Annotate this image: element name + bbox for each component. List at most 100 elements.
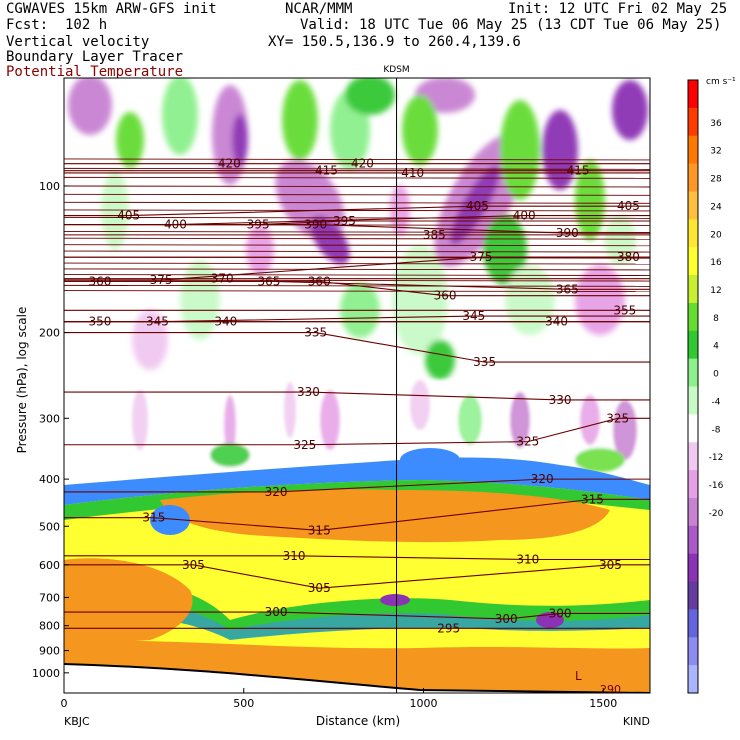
theta-contour-line — [64, 167, 650, 170]
theta-contour-line — [64, 268, 650, 271]
colorbar-swatch — [688, 581, 698, 610]
theta-contour-label: 365 — [556, 282, 579, 296]
theta-contour-label: 320 — [265, 485, 288, 499]
theta-contour-label: 315 — [308, 523, 331, 537]
source-label: NCAR/MMM — [285, 1, 353, 17]
theta-contour-line — [64, 209, 650, 212]
theta-contour-label: 365 — [257, 274, 280, 288]
colorbar-tick-label: -4 — [712, 397, 721, 407]
theta-contour-label: 415 — [315, 164, 338, 178]
theta-contour-line — [64, 290, 650, 293]
model-title: CGWAVES 15km ARW-GFS init — [6, 1, 217, 17]
colorbar-swatch — [688, 163, 698, 192]
colorbar-swatch — [688, 609, 698, 638]
theta-contour-label: 320 — [531, 472, 554, 486]
field-label-vertical-velocity: Vertical velocity — [6, 34, 150, 50]
colorbar-swatch — [688, 191, 698, 220]
right-station-label: KIND — [623, 715, 650, 728]
theta-contour-line — [64, 274, 650, 276]
valid-time: Valid: 18 UTC Tue 06 May 25 (13 CDT Tue … — [300, 17, 722, 33]
colorbar-swatch — [688, 247, 698, 276]
theta-contour-label: 340 — [214, 315, 237, 329]
theta-contour-label: 395 — [333, 214, 356, 228]
theta-contour-line — [64, 250, 650, 253]
y-tick-label: 700 — [39, 591, 60, 604]
theta-contour-line — [64, 478, 650, 493]
theta-contour-label: 410 — [401, 166, 424, 180]
theta-contour-label: 395 — [247, 218, 270, 232]
colorbar-swatch — [688, 135, 698, 165]
colorbar-tick-label: 16 — [710, 258, 722, 268]
theta-contour-line — [64, 611, 650, 620]
colorbar-swatch — [688, 358, 698, 387]
colorbar-swatch — [688, 302, 698, 332]
theta-contour-label: 325 — [606, 411, 629, 425]
station-marker-label: KDSM — [383, 65, 409, 75]
theta-contour-line — [64, 280, 650, 290]
theta-contour-label: 325 — [293, 438, 316, 452]
colorbar-tick-label: 20 — [710, 230, 722, 240]
theta-contour-label: 330 — [549, 393, 572, 407]
theta-contour-label: 360 — [88, 274, 111, 288]
y-tick-label: 500 — [39, 520, 60, 533]
colorbar-tick-label: 32 — [710, 147, 721, 157]
theta-contour-label: 305 — [182, 558, 205, 572]
y-tick-label: 800 — [39, 620, 60, 633]
theta-contour-line — [64, 185, 650, 188]
theta-contour-line — [64, 279, 650, 282]
colorbar-unit: cm s⁻¹ — [706, 77, 736, 87]
theta-contour-label: 325 — [516, 435, 539, 449]
colorbar-swatch — [688, 442, 698, 471]
theta-contour-label: 295 — [437, 621, 460, 635]
theta-contour-label: 300 — [495, 612, 518, 626]
y-tick-label: 100 — [39, 180, 60, 193]
theta-contour-label: 380 — [617, 250, 640, 264]
x-tick-label: 0 — [61, 697, 68, 710]
theta-contour-line — [64, 201, 650, 204]
theta-contour-label: 315 — [142, 511, 165, 525]
theta-contour-label: 345 — [462, 309, 485, 323]
theta-contour-label: 315 — [581, 492, 604, 506]
colorbar-tick-label: 4 — [713, 342, 719, 352]
y-axis-label: Pressure (hPa), log scale — [15, 307, 29, 454]
y-tick-label: 400 — [39, 473, 60, 486]
theta-contour-label: 370 — [211, 272, 234, 286]
theta-contour-line — [64, 284, 650, 287]
theta-contour-label: 305 — [308, 581, 331, 595]
theta-contour-line — [64, 231, 650, 233]
theta-contour-line — [64, 417, 650, 446]
theta-contour-label: 300 — [549, 606, 572, 620]
colorbar-tick-label: -16 — [709, 481, 724, 491]
colorbar-swatch — [688, 525, 698, 555]
colorbar-swatch — [688, 386, 698, 415]
colorbar-swatch — [688, 470, 698, 499]
colorbar-tick-label: 12 — [710, 286, 721, 296]
theta-contour-line — [64, 158, 650, 161]
colorbar-swatch — [688, 665, 698, 694]
theta-contour-line — [64, 391, 650, 401]
cross-section-coordinates: XY= 150.5,136.9 to 260.4,139.6 — [268, 34, 521, 50]
theta-contour-label: 405 — [117, 209, 140, 223]
theta-contour-label: 360 — [308, 274, 331, 288]
field-label-potential-temperature: Potential Temperature — [6, 64, 184, 80]
theta-contour-label: 330 — [297, 385, 320, 399]
colorbar-swatch — [688, 553, 698, 583]
theta-contour-line — [64, 564, 650, 589]
theta-contour-label: 400 — [513, 209, 536, 223]
theta-contour-label: 405 — [617, 199, 640, 213]
theta-contour-label: 310 — [516, 552, 539, 566]
theta-contour-line — [64, 237, 650, 240]
colorbar-tick-label: -8 — [712, 425, 721, 435]
init-time: Init: 12 UTC Fri 02 May 25 — [508, 1, 728, 17]
colorbar-tick-label: 8 — [713, 314, 719, 324]
theta-contour-label: 420 — [351, 157, 374, 171]
theta-contour-line — [64, 176, 650, 179]
x-tick-label: 1000 — [410, 697, 438, 710]
low-marker: L — [575, 669, 582, 683]
theta-contour-label: 310 — [283, 549, 306, 563]
colorbar-swatch — [688, 80, 698, 109]
theta-contour-label: 405 — [466, 199, 489, 213]
theta-contour-label: 345 — [146, 315, 169, 329]
colorbar-swatch — [688, 107, 698, 137]
